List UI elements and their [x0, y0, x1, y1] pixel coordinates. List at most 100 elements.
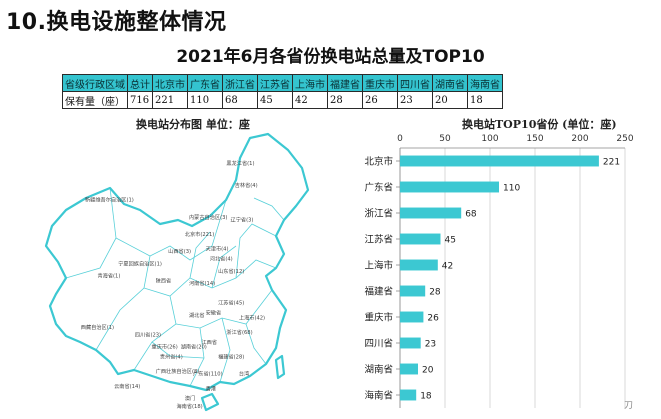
value-cell: 716	[127, 91, 153, 109]
map-province-label: 浙江省(68)	[226, 328, 252, 336]
header-cell: 湖南省	[432, 74, 468, 92]
map-province-label: 广东省(110)	[193, 370, 223, 378]
x-tick-label: 200	[571, 134, 588, 144]
category-label: 江苏省	[364, 234, 393, 246]
value-cell: 221	[152, 91, 188, 109]
x-tick-label: 0	[397, 134, 403, 144]
x-tick-label: 250	[616, 134, 633, 144]
data-label: 20	[422, 366, 434, 376]
bar	[400, 181, 499, 193]
header-cell: 广东省	[187, 74, 223, 92]
bar	[400, 389, 417, 401]
category-label: 重庆市	[364, 312, 393, 324]
category-label: 海南省	[364, 390, 393, 402]
map-province-label: 西藏自治区(1)	[81, 323, 114, 331]
map-province-label: 澳门	[185, 394, 195, 402]
bar	[400, 155, 599, 167]
value-cell: 110	[187, 91, 223, 109]
map-province-label: 河北省(4)	[210, 255, 233, 263]
header-cell: 重庆市	[362, 74, 398, 92]
category-label: 广东省	[364, 182, 393, 194]
table-header-row: 省级行政区域 总计 北京市 广东省 浙江省 江苏省 上海市 福建省 重庆市 四川…	[62, 74, 503, 92]
x-tick-label: 100	[481, 134, 498, 144]
bar	[400, 337, 421, 349]
map-province-label: 湖北省	[189, 311, 205, 319]
x-tick-label: 50	[439, 134, 451, 144]
data-label: 23	[425, 340, 436, 350]
province-stations-table: 省级行政区域 总计 北京市 广东省 浙江省 江苏省 上海市 福建省 重庆市 四川…	[62, 74, 503, 109]
map-province-label: 四川省(23)	[135, 330, 161, 338]
province-borders	[65, 187, 285, 387]
value-cell: 20	[432, 91, 468, 109]
map-province-label: 新疆维吾尔自治区(1)	[85, 196, 134, 204]
bar	[400, 259, 438, 271]
map-province-label: 贵州省(4)	[160, 353, 183, 361]
value-cell: 23	[397, 91, 433, 109]
value-cell: 26	[362, 91, 398, 109]
map-province-label: 宁夏回族自治区(1)	[118, 259, 162, 267]
category-label: 浙江省	[364, 208, 393, 220]
map-outline	[44, 132, 310, 412]
top10-bar-chart: 0 50 100 150 200 250 北京市 221 广东省 110 浙江省 68 江苏省 45 上海市…	[364, 134, 634, 408]
map-province-label: 内蒙古自治区(3)	[189, 213, 227, 221]
map-province-label: 山东省(12)	[218, 267, 244, 275]
header-cell: 省级行政区域	[62, 74, 128, 92]
map-province-label: 吉林省(4)	[235, 181, 258, 189]
map-province-label: 重庆市(26)	[152, 343, 178, 351]
map-province-label: 湖南省(20)	[181, 343, 207, 351]
map-province-label: 海南省(18)	[176, 402, 202, 410]
map-province-label: 香港	[206, 384, 217, 392]
map-province-label: 陕西省	[156, 277, 172, 285]
header-cell: 海南省	[467, 74, 503, 92]
header-cell: 上海市	[292, 74, 328, 92]
value-cell: 28	[327, 91, 363, 109]
value-cell: 18	[467, 91, 503, 109]
map-province-label: 山西省(3)	[168, 247, 191, 255]
chart-title: 换电站TOP10省份 (单位：座)	[462, 118, 617, 131]
map-province-label: 安徽省	[206, 308, 222, 316]
table-row: 保有量（座） 716 221 110 68 45 42 28 26 23 20 …	[62, 91, 503, 109]
category-label: 湖南省	[364, 364, 393, 376]
map-title: 换电站分布图 单位：座	[136, 118, 250, 131]
map-province-label: 云南省(14)	[114, 382, 140, 390]
map-province-label: 江苏省(45)	[218, 299, 244, 307]
data-label: 68	[465, 210, 477, 220]
x-tick-label: 150	[526, 134, 543, 144]
map-province-label: 福建省(28)	[218, 353, 244, 361]
data-label: 110	[503, 184, 520, 194]
section-heading: 10.换电设施整体情况	[6, 10, 227, 35]
category-label: 上海市	[364, 260, 393, 272]
header-cell: 福建省	[327, 74, 363, 92]
bar	[400, 285, 426, 297]
header-cell: 四川省	[397, 74, 433, 92]
bar	[400, 311, 424, 323]
table-title: 2021年6月各省份换电站总量及TOP10	[176, 47, 485, 67]
map-province-label: 台湾	[239, 370, 249, 378]
map-province-label: 青海省(1)	[97, 272, 120, 280]
map-province-label: 辽宁省(3)	[231, 215, 254, 223]
corner-mark: 刀	[624, 401, 634, 411]
value-cell: 45	[257, 91, 293, 109]
value-cell: 42	[292, 91, 328, 109]
header-cell: 北京市	[152, 74, 188, 92]
category-label: 福建省	[364, 286, 393, 298]
header-cell: 江苏省	[257, 74, 293, 92]
map-province-label: 北京市(221)	[185, 230, 215, 238]
data-label: 45	[445, 236, 456, 246]
bar	[400, 363, 418, 375]
data-label: 28	[429, 288, 441, 298]
category-label: 北京市	[364, 156, 393, 168]
data-label: 18	[420, 392, 432, 402]
header-cell: 浙江省	[222, 74, 258, 92]
value-cell: 68	[222, 91, 258, 109]
map-province-label: 上海市(42)	[239, 313, 265, 321]
bar	[400, 233, 441, 245]
map-province-label: 黑龙江省(1)	[226, 159, 254, 167]
value-cell: 保有量（座）	[62, 91, 128, 109]
map-province-label: 河南省(14)	[189, 279, 215, 287]
china-map: 黑龙江省(1) 吉林省(4) 新疆维吾尔自治区(1) 内蒙古自治区(3) 北京市(221…	[44, 132, 310, 412]
data-label: 221	[603, 158, 620, 168]
data-label: 26	[427, 314, 439, 324]
map-province-label: 广西壮族自治区(8)	[156, 367, 200, 375]
map-province-label: 江西省	[201, 338, 217, 346]
